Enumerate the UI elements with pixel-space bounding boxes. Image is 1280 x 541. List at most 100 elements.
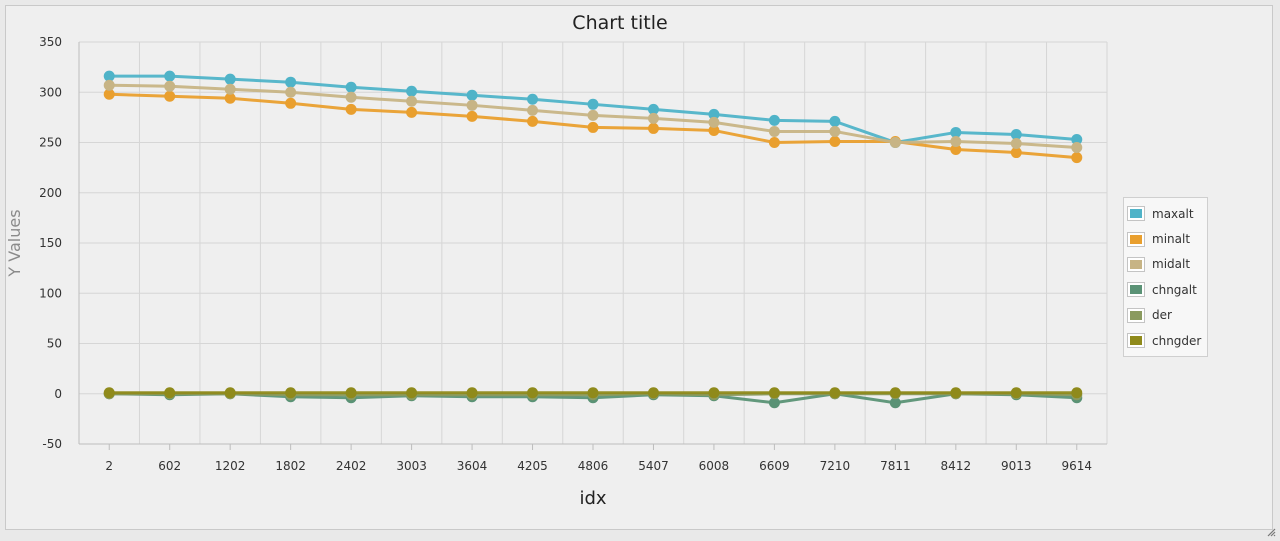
series-chngder-point xyxy=(708,387,720,399)
series-minalt-point xyxy=(950,144,962,156)
series-minalt-point xyxy=(103,88,115,100)
series-minalt-point xyxy=(768,137,780,148)
x-tick-label: 6008 xyxy=(699,459,730,473)
series-chngder-point xyxy=(829,387,841,399)
x-tick-label: 5407 xyxy=(638,459,669,473)
series-minalt-point xyxy=(285,97,297,109)
series-midalt-point xyxy=(103,79,115,91)
series-minalt-point xyxy=(466,110,478,122)
series-minalt-point xyxy=(587,121,599,133)
series-maxalt-point xyxy=(768,114,780,126)
series-maxalt xyxy=(103,70,1083,148)
series-minalt-point xyxy=(224,92,236,104)
series-minalt-point xyxy=(164,90,176,102)
legend-swatch xyxy=(1127,333,1145,349)
legend-label: der xyxy=(1152,308,1172,323)
series-midalt-point xyxy=(950,135,962,147)
series-midalt-point xyxy=(1071,142,1083,154)
series-chngder-point xyxy=(527,387,539,399)
x-tick-label: 7210 xyxy=(820,459,851,473)
series-chngder-point xyxy=(285,387,297,399)
y-tick-label: 150 xyxy=(39,236,62,250)
series-maxalt-point xyxy=(285,76,297,88)
legend-label: minalt xyxy=(1152,232,1191,247)
legend-swatch xyxy=(1127,256,1145,272)
series-maxalt-point xyxy=(829,115,841,127)
x-tick-label: 4806 xyxy=(578,459,609,473)
series-maxalt-point xyxy=(527,93,539,105)
legend-swatch xyxy=(1127,282,1145,298)
legend-item-midalt[interactable]: midalt xyxy=(1127,252,1207,277)
y-tick-label: 250 xyxy=(39,136,62,150)
series-maxalt-point xyxy=(1010,128,1022,140)
x-tick-label: 7811 xyxy=(880,459,911,473)
y-tick-label: 0 xyxy=(54,387,62,401)
x-tick-label: 602 xyxy=(158,459,181,473)
series-minalt-point xyxy=(708,124,720,136)
series-minalt-point xyxy=(406,106,418,118)
series-midalt-point xyxy=(466,99,478,111)
series-maxalt-point xyxy=(647,103,659,115)
series-midalt-point xyxy=(164,80,176,92)
legend-label: midalt xyxy=(1152,257,1191,272)
series-chngder-point xyxy=(768,387,780,399)
legend-item-minalt[interactable]: minalt xyxy=(1127,226,1207,251)
series-chngder-point xyxy=(1010,387,1022,399)
resize-grip-icon[interactable] xyxy=(1267,528,1276,537)
series-chngder-point xyxy=(950,387,962,399)
series-midalt-point xyxy=(406,95,418,107)
series-chngalt-point xyxy=(889,397,901,409)
series-maxalt-point xyxy=(103,70,115,82)
series-minalt-point xyxy=(647,122,659,134)
series-chngder-point xyxy=(224,387,236,399)
legend-item-der[interactable]: der xyxy=(1127,303,1207,328)
y-axis-title: Y Values xyxy=(5,209,24,277)
x-tick-label: 3003 xyxy=(396,459,427,473)
series-midalt-point xyxy=(224,83,236,95)
legend-label: maxalt xyxy=(1152,206,1194,221)
series-midalt-point xyxy=(889,137,901,148)
legend-swatch xyxy=(1127,231,1145,247)
series-maxalt-point xyxy=(406,85,418,97)
series-chngder-point xyxy=(103,387,115,399)
series-midalt-point xyxy=(285,86,297,98)
series-midalt-point xyxy=(345,91,357,103)
series-maxalt-point xyxy=(587,98,599,110)
x-tick-label: 8412 xyxy=(941,459,972,473)
x-tick-label: 9013 xyxy=(1001,459,1032,473)
y-tick-label: 350 xyxy=(39,35,62,49)
series-chngder-point xyxy=(406,387,418,399)
x-tick-label: 6609 xyxy=(759,459,790,473)
series-midalt-point xyxy=(829,125,841,137)
chart-title: Chart title xyxy=(572,12,668,34)
x-tick-label: 3604 xyxy=(457,459,488,473)
series-chngder-point xyxy=(164,387,176,399)
y-tick-label: 300 xyxy=(39,85,62,99)
legend-item-chngalt[interactable]: chngalt xyxy=(1127,277,1207,302)
series-minalt-point xyxy=(527,115,539,127)
x-axis-title: idx xyxy=(579,488,606,509)
series-maxalt-point xyxy=(950,126,962,138)
series-maxalt-point xyxy=(164,70,176,82)
series-midalt-point xyxy=(768,125,780,137)
series-midalt xyxy=(103,79,1083,154)
series-minalt-point xyxy=(1071,152,1083,164)
x-tick-label: 9614 xyxy=(1061,459,1092,473)
x-tick-label: 2 xyxy=(105,459,113,473)
series-chngder-point xyxy=(647,387,659,399)
series-midalt-point xyxy=(587,109,599,121)
series-maxalt-point xyxy=(224,73,236,85)
series-midalt-point xyxy=(1010,138,1022,150)
legend-item-chngder[interactable]: chngder xyxy=(1127,328,1207,353)
series-chngalt-point xyxy=(768,397,780,409)
legend-item-maxalt[interactable]: maxalt xyxy=(1127,201,1207,226)
series-midalt-point xyxy=(527,104,539,116)
series-chngder xyxy=(103,387,1083,399)
legend-swatch xyxy=(1127,307,1145,323)
y-tick-label: 50 xyxy=(47,337,62,351)
x-tick-label: 2402 xyxy=(336,459,367,473)
y-tick-label: 200 xyxy=(39,186,62,200)
legend-label: chngalt xyxy=(1152,282,1197,297)
x-tick-label: 4205 xyxy=(517,459,548,473)
